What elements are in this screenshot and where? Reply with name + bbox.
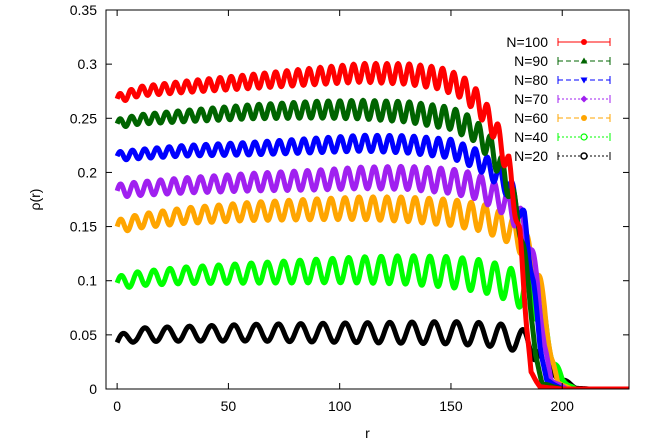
legend-label: N=70 <box>514 91 548 107</box>
x-tick-label: 150 <box>439 398 463 414</box>
legend-marker <box>580 95 588 103</box>
legend-label: N=40 <box>514 129 548 145</box>
x-tick-label: 0 <box>113 398 121 414</box>
legend-label: N=20 <box>514 148 548 164</box>
y-tick-label: 0.25 <box>70 110 97 126</box>
series-layer <box>114 60 629 389</box>
series-line <box>114 60 629 389</box>
series-line <box>114 194 629 389</box>
x-tick-label: 200 <box>551 398 575 414</box>
legend-label: N=80 <box>514 72 548 88</box>
legend-marker <box>580 152 588 160</box>
plot-frame <box>105 9 630 390</box>
x-tick-label: 100 <box>328 398 352 414</box>
legend-label: N=100 <box>506 34 548 50</box>
series-line <box>114 132 629 389</box>
y-axis-label: ρ(r) <box>27 189 43 211</box>
legend-marker <box>581 39 587 45</box>
y-tick-label: 0.1 <box>78 273 98 289</box>
x-axis-label: r <box>365 425 370 441</box>
axis-ticks: 0 50 100 150 200 0 0.05 0.1 0.15 0.2 0.25 0.3 0.35 <box>70 2 629 414</box>
series-line <box>114 97 629 389</box>
y-tick-label: 0.15 <box>70 219 97 235</box>
y-tick-label: 0.35 <box>70 2 97 18</box>
y-tick-label: 0.05 <box>70 327 97 343</box>
y-tick-label: 0 <box>89 381 97 397</box>
legend-marker <box>580 133 588 141</box>
x-tick-label: 50 <box>221 398 237 414</box>
legend-label: N=90 <box>514 53 548 69</box>
y-tick-label: 0.3 <box>78 56 98 72</box>
legend-marker <box>580 77 588 84</box>
series-line <box>114 163 629 389</box>
legend-label: N=60 <box>514 110 548 126</box>
y-tick-label: 0.2 <box>78 164 98 180</box>
legend-marker <box>580 57 588 64</box>
legend: N=100 N=90 N=80 N=70 N=60 N=40 N=20 <box>506 34 611 164</box>
legend-marker <box>581 115 587 121</box>
